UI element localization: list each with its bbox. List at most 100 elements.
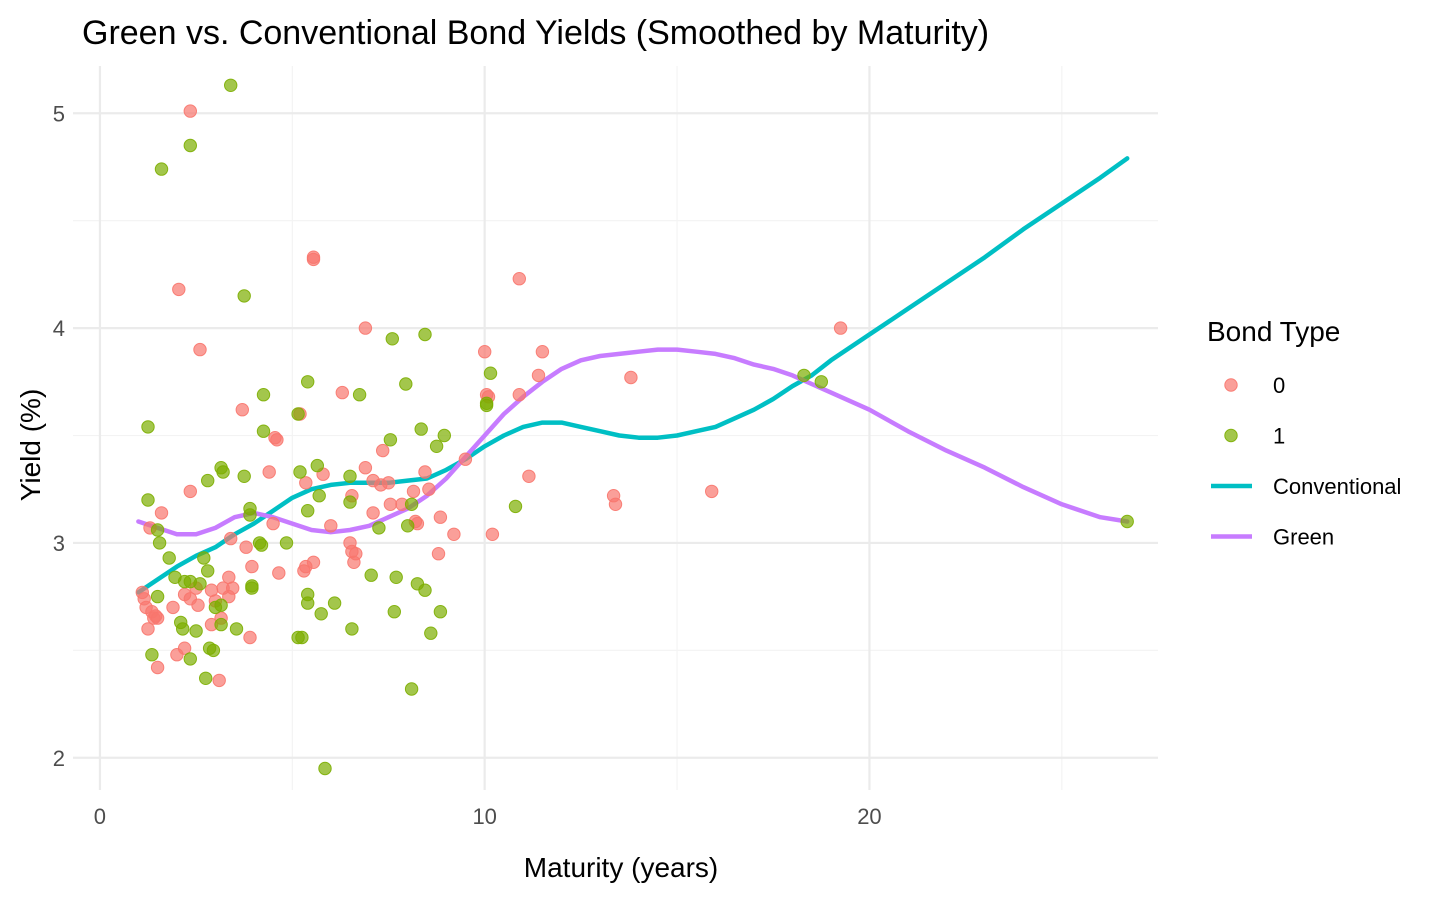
data-point-series-1 — [141, 420, 155, 434]
data-point-series-0 — [245, 559, 259, 574]
data-point-series-1 — [424, 626, 438, 640]
data-point-series-1 — [245, 581, 259, 595]
data-point-series-1 — [301, 596, 315, 610]
data-point-series-0 — [141, 622, 155, 636]
data-point-series-0 — [335, 385, 349, 400]
data-point-series-1 — [310, 458, 324, 473]
data-point-series-1 — [314, 607, 328, 621]
data-point-series-0 — [833, 321, 848, 335]
data-point-series-0 — [150, 611, 165, 625]
data-point-series-1 — [387, 605, 401, 619]
legend-label: Green — [1273, 525, 1334, 550]
data-point-series-0 — [183, 104, 198, 118]
data-point-series-1 — [293, 465, 307, 479]
data-point-series-1 — [237, 289, 251, 303]
data-point-series-0 — [531, 368, 546, 383]
grid — [73, 66, 1158, 790]
smooth-line-conventional — [136, 156, 1130, 595]
data-point-series-0 — [366, 506, 380, 520]
data-point-series-1 — [479, 398, 494, 413]
data-point-series-1 — [150, 523, 165, 537]
data-point-series-1 — [229, 622, 244, 636]
data-point-series-1 — [201, 473, 215, 488]
data-point-series-0 — [272, 566, 286, 580]
data-point-series-0 — [212, 673, 226, 688]
data-point-series-0 — [224, 531, 238, 546]
data-point-series-1 — [199, 671, 213, 685]
data-point-series-0 — [512, 388, 526, 402]
x-tick-label: 10 — [472, 804, 496, 829]
data-point-series-1 — [372, 521, 386, 535]
data-point-series-0 — [270, 433, 284, 447]
data-point-series-1 — [383, 433, 398, 447]
legend: Bond Type 0 1 Conventional Green — [1207, 316, 1401, 550]
y-tick-label: 3 — [53, 531, 65, 556]
data-point-series-1 — [176, 622, 190, 636]
y-tick-label: 4 — [53, 316, 65, 341]
data-point-series-1 — [404, 497, 419, 511]
data-point-series-1 — [364, 568, 378, 582]
data-points — [135, 78, 1134, 776]
data-point-series-1 — [254, 538, 269, 552]
data-point-series-1 — [162, 551, 176, 565]
data-point-series-0 — [431, 547, 446, 561]
data-point-series-0 — [422, 482, 436, 496]
data-point-series-0 — [166, 600, 180, 615]
data-point-series-1 — [152, 536, 167, 550]
data-point-series-0 — [406, 484, 421, 499]
data-point-series-1 — [193, 577, 207, 591]
data-point-series-1 — [401, 519, 415, 533]
data-point-series-0 — [418, 465, 432, 479]
data-point-series-1 — [301, 504, 315, 518]
data-point-series-0 — [154, 506, 169, 520]
data-point-series-1 — [318, 761, 332, 776]
data-point-series-0 — [306, 555, 321, 569]
chart-title: Green vs. Conventional Bond Yields (Smoo… — [82, 14, 989, 52]
x-axis-label: Maturity (years) — [524, 852, 718, 883]
data-point-series-0 — [183, 484, 198, 499]
legend-label: 1 — [1273, 424, 1285, 449]
data-point-series-0 — [383, 497, 398, 511]
data-point-series-0 — [262, 465, 276, 479]
data-point-series-0 — [235, 403, 250, 417]
data-point-series-1 — [279, 536, 294, 550]
data-point-series-1 — [352, 388, 367, 402]
data-point-series-0 — [522, 469, 536, 483]
legend-key-point — [1224, 378, 1238, 392]
smooth-line-green — [136, 347, 1130, 537]
data-point-series-1 — [418, 327, 432, 342]
data-point-series-0 — [512, 272, 526, 286]
data-point-series-1 — [301, 375, 315, 389]
data-point-series-0 — [239, 540, 253, 554]
legend-title: Bond Type — [1207, 316, 1340, 347]
data-point-series-0 — [299, 476, 313, 490]
data-point-series-1 — [404, 682, 419, 696]
data-point-series-1 — [312, 489, 326, 503]
data-point-series-0 — [349, 547, 363, 561]
data-point-series-1 — [385, 332, 399, 346]
data-point-series-0 — [478, 345, 492, 359]
data-point-series-1 — [145, 648, 159, 662]
data-point-series-1 — [243, 508, 257, 522]
data-point-series-0 — [177, 641, 192, 655]
y-tick-label: 2 — [53, 746, 65, 771]
data-point-series-1 — [183, 652, 198, 666]
smooth-lines — [136, 156, 1130, 595]
data-point-series-1 — [437, 428, 451, 443]
data-point-series-1 — [389, 570, 403, 584]
data-point-series-0 — [485, 527, 500, 541]
data-point-series-0 — [433, 510, 448, 524]
data-point-series-1 — [201, 564, 215, 578]
data-point-series-1 — [399, 377, 413, 391]
data-point-series-0 — [447, 527, 461, 541]
data-point-series-0 — [266, 516, 280, 531]
data-point-series-0 — [358, 321, 373, 335]
data-point-series-1 — [197, 551, 211, 565]
data-point-series-1 — [327, 596, 342, 610]
data-point-series-0 — [705, 484, 719, 499]
data-point-series-0 — [358, 461, 373, 475]
data-point-series-1 — [206, 643, 221, 658]
data-point-series-1 — [150, 589, 165, 604]
data-point-series-0 — [150, 660, 165, 675]
data-point-series-1 — [343, 495, 357, 509]
